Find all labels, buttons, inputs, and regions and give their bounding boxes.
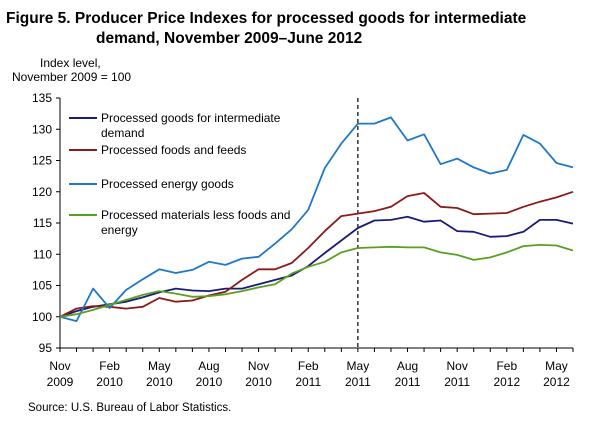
- x-tick-label-year: 2011: [295, 375, 321, 389]
- x-tick-label-year: 2010: [196, 375, 223, 389]
- x-tick-label-month: Feb: [99, 359, 120, 373]
- chart-title-line2: demand, November 2009–June 2012: [96, 30, 363, 47]
- y-tick-label: 95: [39, 341, 53, 355]
- y-tick-label: 135: [32, 91, 52, 105]
- x-tick-label-month: Nov: [248, 359, 269, 373]
- x-tick-label-year: 2012: [543, 375, 570, 389]
- x-tick-label-year: 2011: [345, 375, 371, 389]
- source-note: Source: U.S. Bureau of Labor Statistics.: [28, 402, 232, 414]
- x-tick-label-month: Nov: [446, 359, 467, 373]
- x-tick-label-month: May: [347, 359, 370, 373]
- x-tick-label-year: 2011: [444, 375, 470, 389]
- x-tick-label-month: Aug: [198, 359, 219, 373]
- y-tick-label: 125: [32, 154, 52, 168]
- legend-label: energy: [101, 223, 138, 237]
- y-axis-label-line2: November 2009 = 100: [12, 70, 132, 84]
- y-tick-label: 100: [32, 310, 52, 324]
- legend-label: Processed goods for intermediate: [101, 111, 281, 125]
- x-tick-label-month: Aug: [397, 359, 418, 373]
- series-line-2: [59, 190, 574, 318]
- chart-title-line1: Figure 5. Producer Price Indexes for pro…: [6, 10, 527, 27]
- x-tick-label-month: Nov: [49, 359, 70, 373]
- x-tick-label-year: 2012: [493, 375, 520, 389]
- series-line-1: [59, 215, 574, 318]
- chart-title: Figure 5. Producer Price Indexes for pro…: [6, 9, 566, 49]
- y-axis-label-line1: Index level,: [40, 56, 101, 70]
- x-tick-label-year: 2010: [146, 375, 173, 389]
- y-tick-label: 110: [33, 247, 52, 261]
- legend-label: demand: [101, 126, 144, 140]
- series-line-4: [59, 243, 574, 318]
- x-tick-label-month: May: [545, 359, 568, 373]
- y-axis-label: Index level, November 2009 = 100: [12, 56, 131, 84]
- legend-label: Processed materials less foods and: [101, 208, 290, 222]
- x-tick-label-year: 2010: [96, 375, 123, 389]
- y-tick-label: 105: [32, 279, 52, 293]
- x-tick-label-month: Feb: [298, 359, 319, 373]
- x-tick-label-month: Feb: [496, 359, 517, 373]
- x-tick-label-year: 2011: [395, 375, 421, 389]
- y-tick-label: 120: [32, 185, 52, 199]
- y-tick-label: 115: [33, 216, 52, 230]
- legend-label: Processed energy goods: [101, 177, 234, 191]
- x-tick-label-year: 2010: [245, 375, 272, 389]
- legend-label: Processed foods and feeds: [101, 143, 246, 157]
- x-tick-label-year: 2009: [47, 375, 74, 389]
- y-tick-label: 130: [32, 122, 52, 136]
- x-tick-label-month: May: [148, 359, 171, 373]
- series-line-3: [59, 116, 574, 323]
